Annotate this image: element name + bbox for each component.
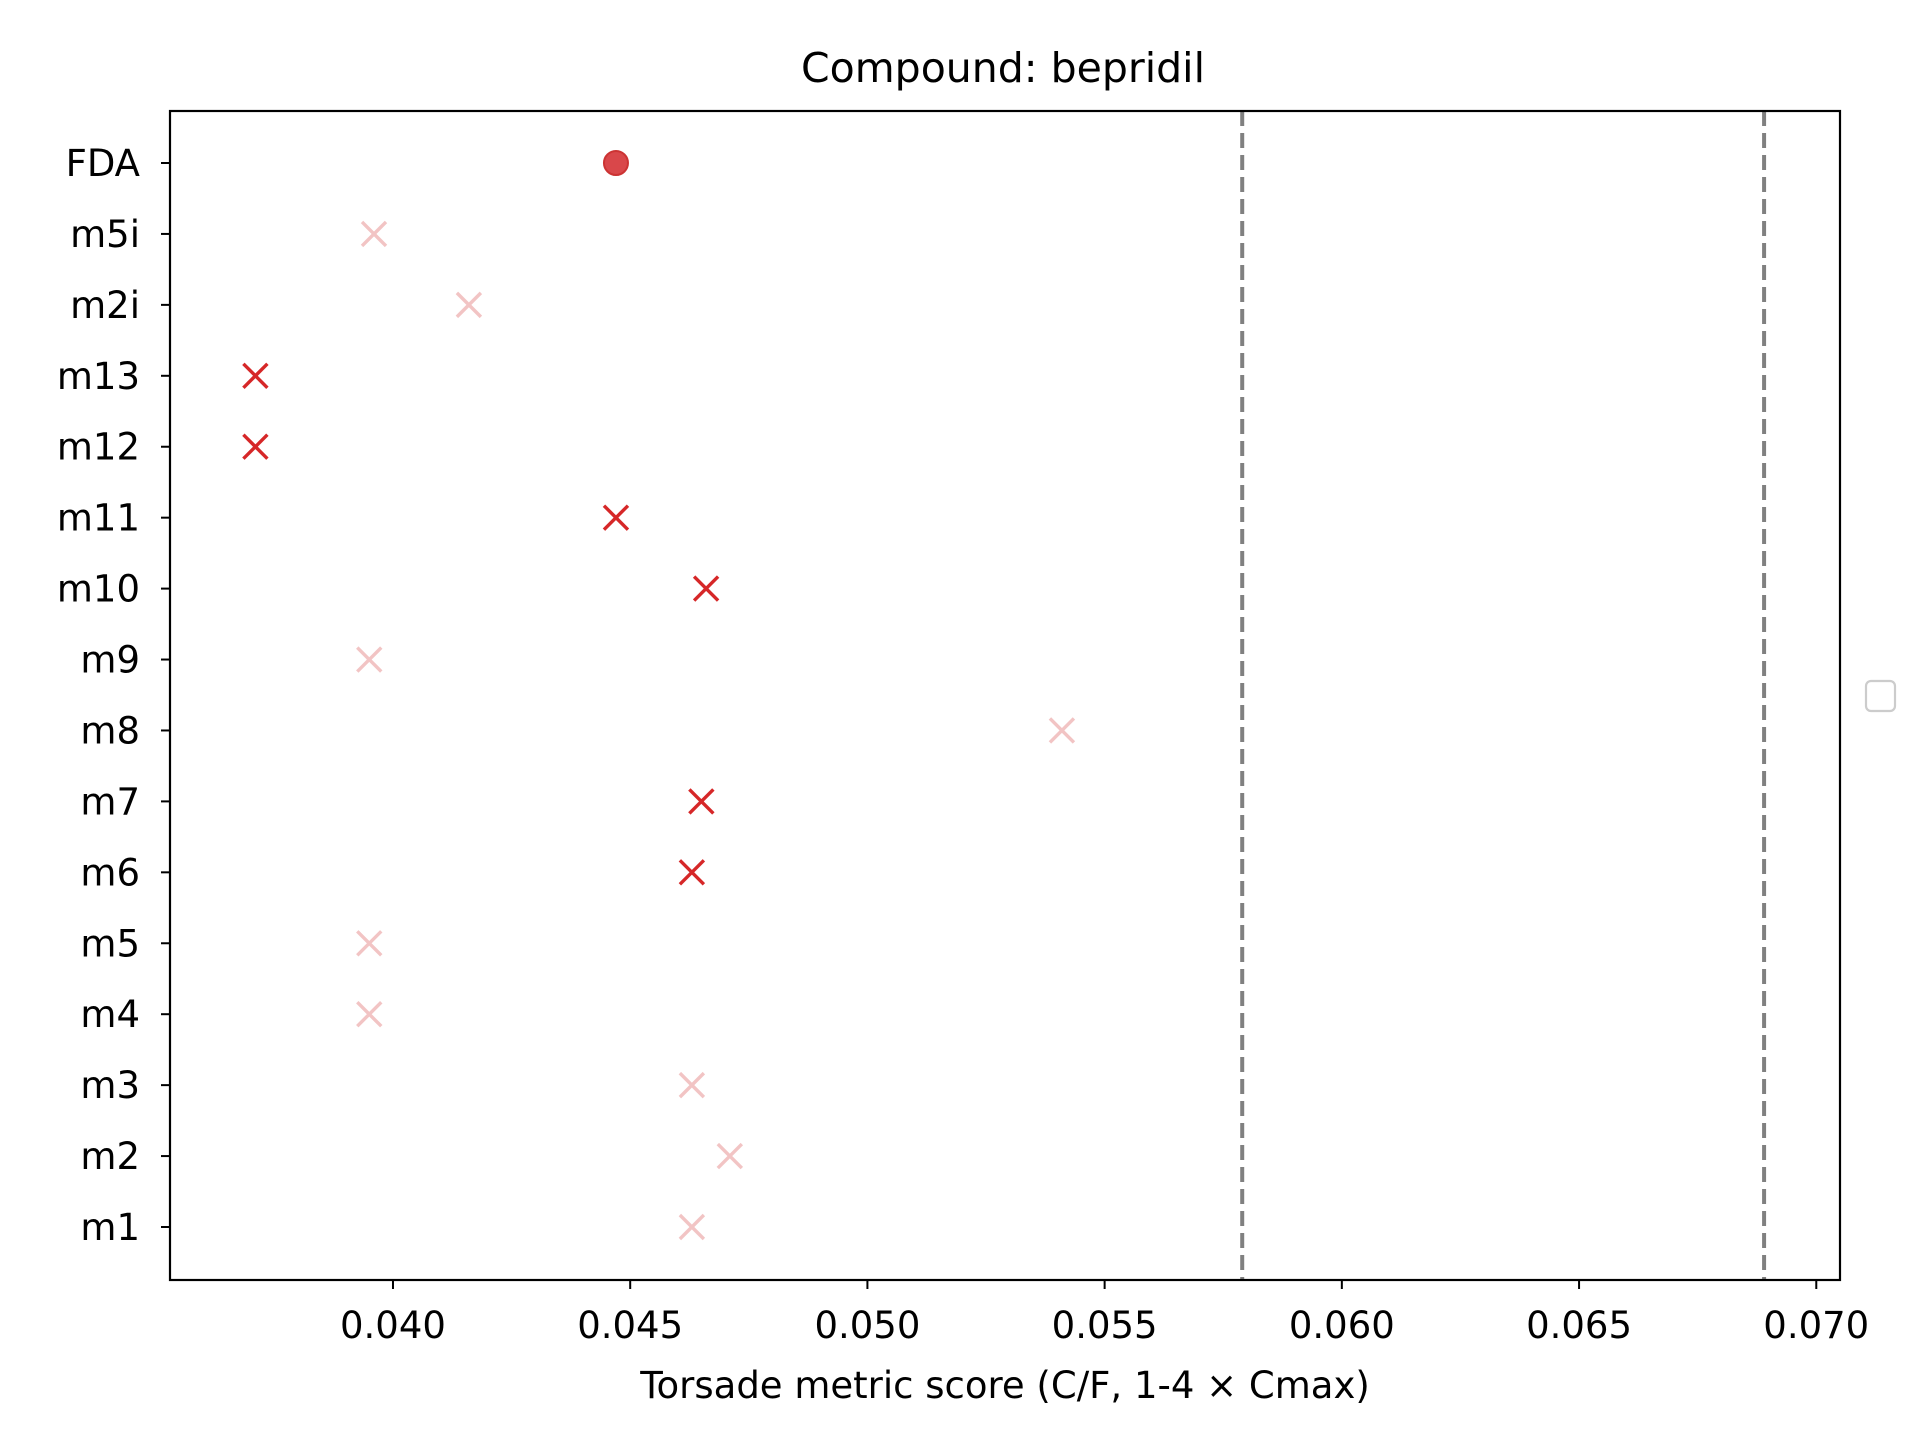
y-tick-label-m1: m1	[80, 1206, 140, 1249]
point-m3	[678, 1071, 706, 1099]
plot-frame	[168, 109, 1842, 1282]
y-tick-label-m5i: m5i	[70, 213, 140, 256]
y-tick-label-m11: m11	[57, 497, 140, 540]
point-m5i	[360, 220, 388, 248]
y-tick-label-m8: m8	[80, 709, 140, 752]
point-m4	[356, 1000, 383, 1028]
point-m2i	[455, 291, 483, 319]
x-axis-label: Torsade metric score (C/F, 1-4 × Cmax)	[639, 1364, 1370, 1407]
x-tick-label-0.045: 0.045	[577, 1304, 683, 1347]
y-tick-label-m13: m13	[57, 355, 140, 398]
x-tick-label-0.055: 0.055	[1052, 1304, 1158, 1347]
x-tick-label-0.060: 0.060	[1289, 1304, 1395, 1347]
point-m2	[716, 1142, 744, 1170]
x-tick-label-0.050: 0.050	[814, 1304, 920, 1347]
y-tick-label-m3: m3	[80, 1064, 140, 1107]
y-tick-label-m12: m12	[57, 426, 140, 469]
x-axis: 0.040 0.045 0.050 0.055 0.060 0.065 0.070	[340, 1280, 1869, 1347]
y-tick-label-m10: m10	[57, 568, 140, 611]
point-m7	[688, 788, 715, 815]
y-tick-label-m6: m6	[80, 851, 140, 894]
point-m11	[602, 504, 630, 531]
chart-title: Compound: bepridil	[801, 44, 1205, 92]
y-tick-label-m7: m7	[80, 780, 140, 823]
y-tick-label-m2: m2	[80, 1135, 140, 1178]
threshold-lines	[1240, 111, 1767, 1280]
x-tick-label-0.070: 0.070	[1763, 1304, 1869, 1347]
y-tick-label-m5: m5	[80, 922, 140, 965]
point-m12	[242, 433, 269, 460]
y-tick-label-m2i: m2i	[70, 284, 140, 327]
point-m5	[356, 930, 383, 957]
y-axis: m1 m2 m3 m4 m5 m6 m7 m8 m9 m10 m11 m12 m13 m2i m5i FDA	[57, 142, 170, 1249]
point-m6	[678, 859, 706, 886]
x-tick-label-0.065: 0.065	[1526, 1304, 1632, 1347]
x-tick-label-0.040: 0.040	[340, 1304, 446, 1347]
point-m13	[242, 362, 269, 390]
point-m1	[678, 1213, 706, 1241]
legend-box	[1864, 679, 1897, 713]
data-points	[242, 150, 1076, 1241]
y-tick-label-m4: m4	[80, 993, 140, 1036]
y-tick-label-m9: m9	[80, 639, 140, 682]
point-m8	[1048, 717, 1076, 744]
y-tick-label-FDA: FDA	[66, 142, 140, 185]
point-m10	[692, 575, 720, 602]
point-m9	[356, 646, 383, 673]
point-FDA	[602, 150, 629, 176]
